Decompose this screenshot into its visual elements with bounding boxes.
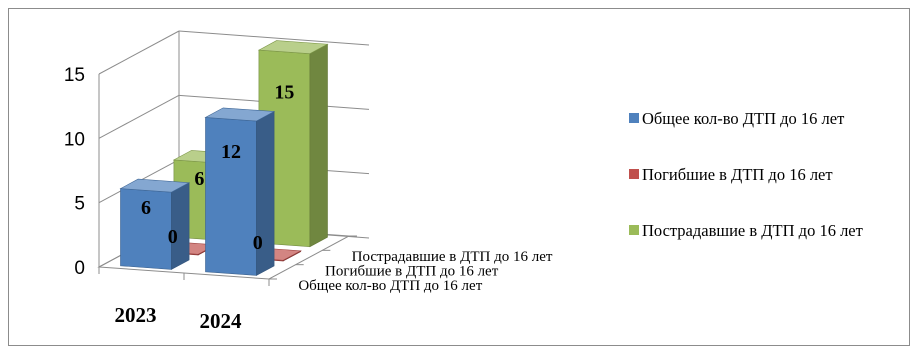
data-label: 0 <box>253 232 263 254</box>
data-label: 0 <box>168 226 178 248</box>
x-tick-label: 2024 <box>200 309 243 333</box>
chart-area: 0 5 10 15 2023 2024 Общее кол-во ДТП до 16 лет… <box>8 8 910 346</box>
bar-общее-2024 <box>204 107 276 276</box>
depth-axis-label: Погибшие в ДТП до 16 лет <box>325 264 499 280</box>
chart-bars <box>119 40 329 276</box>
legend-swatch-total <box>629 113 639 123</box>
bar-top-face <box>119 178 191 193</box>
legend-item-injured: Пострадавшие в ДТП до 16 лет <box>629 221 904 241</box>
bar-общее-2023 <box>119 178 191 270</box>
bar-top-face <box>257 40 329 55</box>
y-tick-label: 5 <box>74 194 85 215</box>
gridline-side <box>98 30 180 75</box>
data-label: 6 <box>141 197 151 219</box>
data-label: 15 <box>274 81 294 103</box>
bar-top-face <box>204 107 276 122</box>
data-label: 12 <box>221 141 241 163</box>
y-tick-label: 10 <box>64 129 85 150</box>
legend-label-total: Общее кол-во ДТП до 16 лет <box>642 109 845 128</box>
legend-swatch-injured <box>629 225 639 235</box>
legend-label-killed: Погибшие в ДТП до 16 лет <box>642 165 833 184</box>
legend-swatch-killed <box>629 169 639 179</box>
gridline-side <box>98 94 180 139</box>
legend-item-total: Общее кол-во ДТП до 16 лет <box>629 109 904 129</box>
chart-plot: 0 5 10 15 2023 2024 Общее кол-во ДТП до 16 лет… <box>64 30 553 333</box>
data-label: 6 <box>194 168 204 190</box>
gridline-back <box>178 30 370 46</box>
y-tick-label: 15 <box>64 65 85 86</box>
bar-side-face <box>309 43 328 248</box>
y-tick-label: 0 <box>74 258 85 279</box>
chart-labels: 0 5 10 15 2023 2024 Общее кол-во ДТП до 16 лет… <box>64 65 553 333</box>
depth-axis-label: Общее кол-во ДТП до 16 лет <box>298 278 482 294</box>
depth-axis-label: Пострадавшие в ДТП до 16 лет <box>352 249 553 265</box>
legend-label-injured: Пострадавшие в ДТП до 16 лет <box>642 221 863 240</box>
legend-item-killed: Погибшие в ДТП до 16 лет <box>629 165 904 185</box>
x-tick-label: 2023 <box>115 303 157 327</box>
